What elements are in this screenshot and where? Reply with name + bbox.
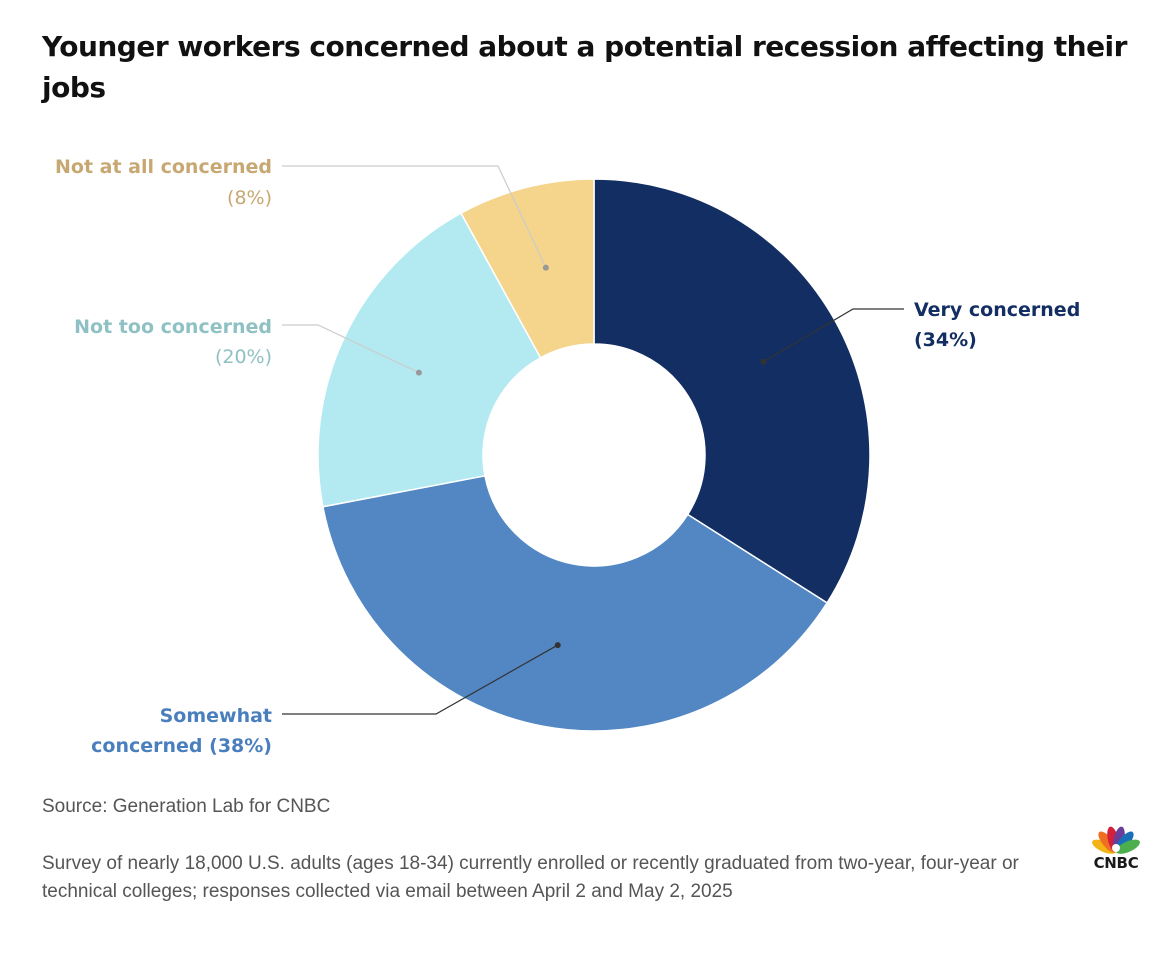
peacock-feather <box>1115 839 1140 854</box>
label-nottoo-line2: (20%) <box>215 346 272 368</box>
callout-leaders <box>282 165 904 715</box>
label-notatall-line2: (8%) <box>227 187 272 209</box>
leader-very <box>763 308 904 363</box>
leader-nottoo <box>282 324 420 374</box>
cnbc-logo-text: CNBC <box>1093 854 1139 872</box>
label-notatall: Not at all concerned <box>55 156 272 178</box>
source-note: Source: Generation Lab for CNBC <box>42 796 331 817</box>
slice-somewhat <box>322 474 829 732</box>
leader-notatall <box>282 165 547 268</box>
label-somewhat: Somewhat <box>160 705 272 727</box>
leader-dot-very <box>760 358 767 365</box>
callout-labels: Very concerned (34%) Somewhat concerned (38… <box>55 156 1080 757</box>
slice-very <box>593 178 871 604</box>
peacock-body <box>1112 844 1120 852</box>
label-very-line2: (34%) <box>914 329 977 351</box>
label-very: Very concerned <box>914 299 1080 321</box>
leader-dot-nottoo <box>415 369 422 376</box>
survey-note: Survey of nearly 18,000 U.S. adults (age… <box>42 853 1019 902</box>
leader-dot-notatall <box>542 264 549 271</box>
leader-dot-somewhat <box>554 642 561 649</box>
nbc-peacock-icon <box>1092 826 1140 854</box>
slice-nottoo <box>317 212 542 508</box>
chart-title: Younger workers concerned about a potent… <box>42 30 1127 104</box>
leader-somewhat <box>282 644 559 715</box>
donut-slices <box>317 178 871 732</box>
label-somewhat-line2: concerned (38%) <box>91 735 272 757</box>
slice-notatall <box>460 178 595 359</box>
cnbc-logo: CNBC <box>1084 820 1148 874</box>
label-nottoo: Not too concerned <box>74 316 272 338</box>
